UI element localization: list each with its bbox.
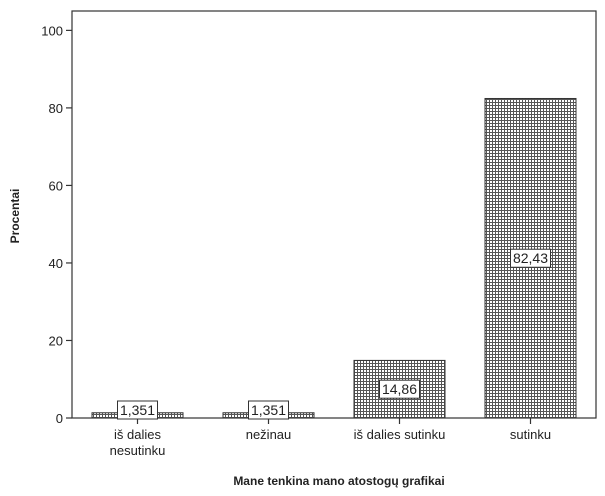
x-tick-label-line: nežinau	[246, 427, 292, 442]
x-tick-label-line: iš dalies sutinku	[354, 427, 446, 442]
x-tick-label-line: sutinku	[510, 427, 551, 442]
x-tick-label-line: iš dalies	[114, 427, 161, 442]
data-label-box	[379, 379, 420, 399]
plot-area: 0 20 40 60 80 100 iš dalies nesutinku 1,351 nežin…	[41, 10, 597, 458]
x-axis-title: Mane tenkina mano atostogų grafikai	[233, 474, 444, 488]
x-tick-label-line: nesutinku	[110, 443, 166, 458]
data-label: 82,43	[513, 250, 548, 266]
data-label: 14,86	[382, 381, 417, 397]
x-tick-label: iš dalies nesutinku	[110, 427, 166, 458]
x-tick-label: nežinau	[246, 427, 292, 442]
y-tick-label: 80	[49, 101, 63, 116]
data-label: 1,351	[251, 402, 286, 418]
y-axis-title: Procentai	[8, 189, 22, 244]
y-tick-label: 20	[49, 333, 63, 348]
data-label: 1,351	[120, 402, 155, 418]
y-tick-label: 100	[41, 23, 63, 38]
plot-frame	[71, 10, 597, 419]
y-tick-label: 40	[49, 256, 63, 271]
y-tick-label: 0	[56, 411, 63, 426]
x-tick-label: sutinku	[510, 427, 551, 442]
x-tick-label: iš dalies sutinku	[354, 427, 446, 442]
data-label-box	[117, 400, 158, 420]
y-tick-label: 60	[49, 178, 63, 193]
data-label-box	[248, 400, 289, 420]
data-label-box	[510, 248, 551, 268]
